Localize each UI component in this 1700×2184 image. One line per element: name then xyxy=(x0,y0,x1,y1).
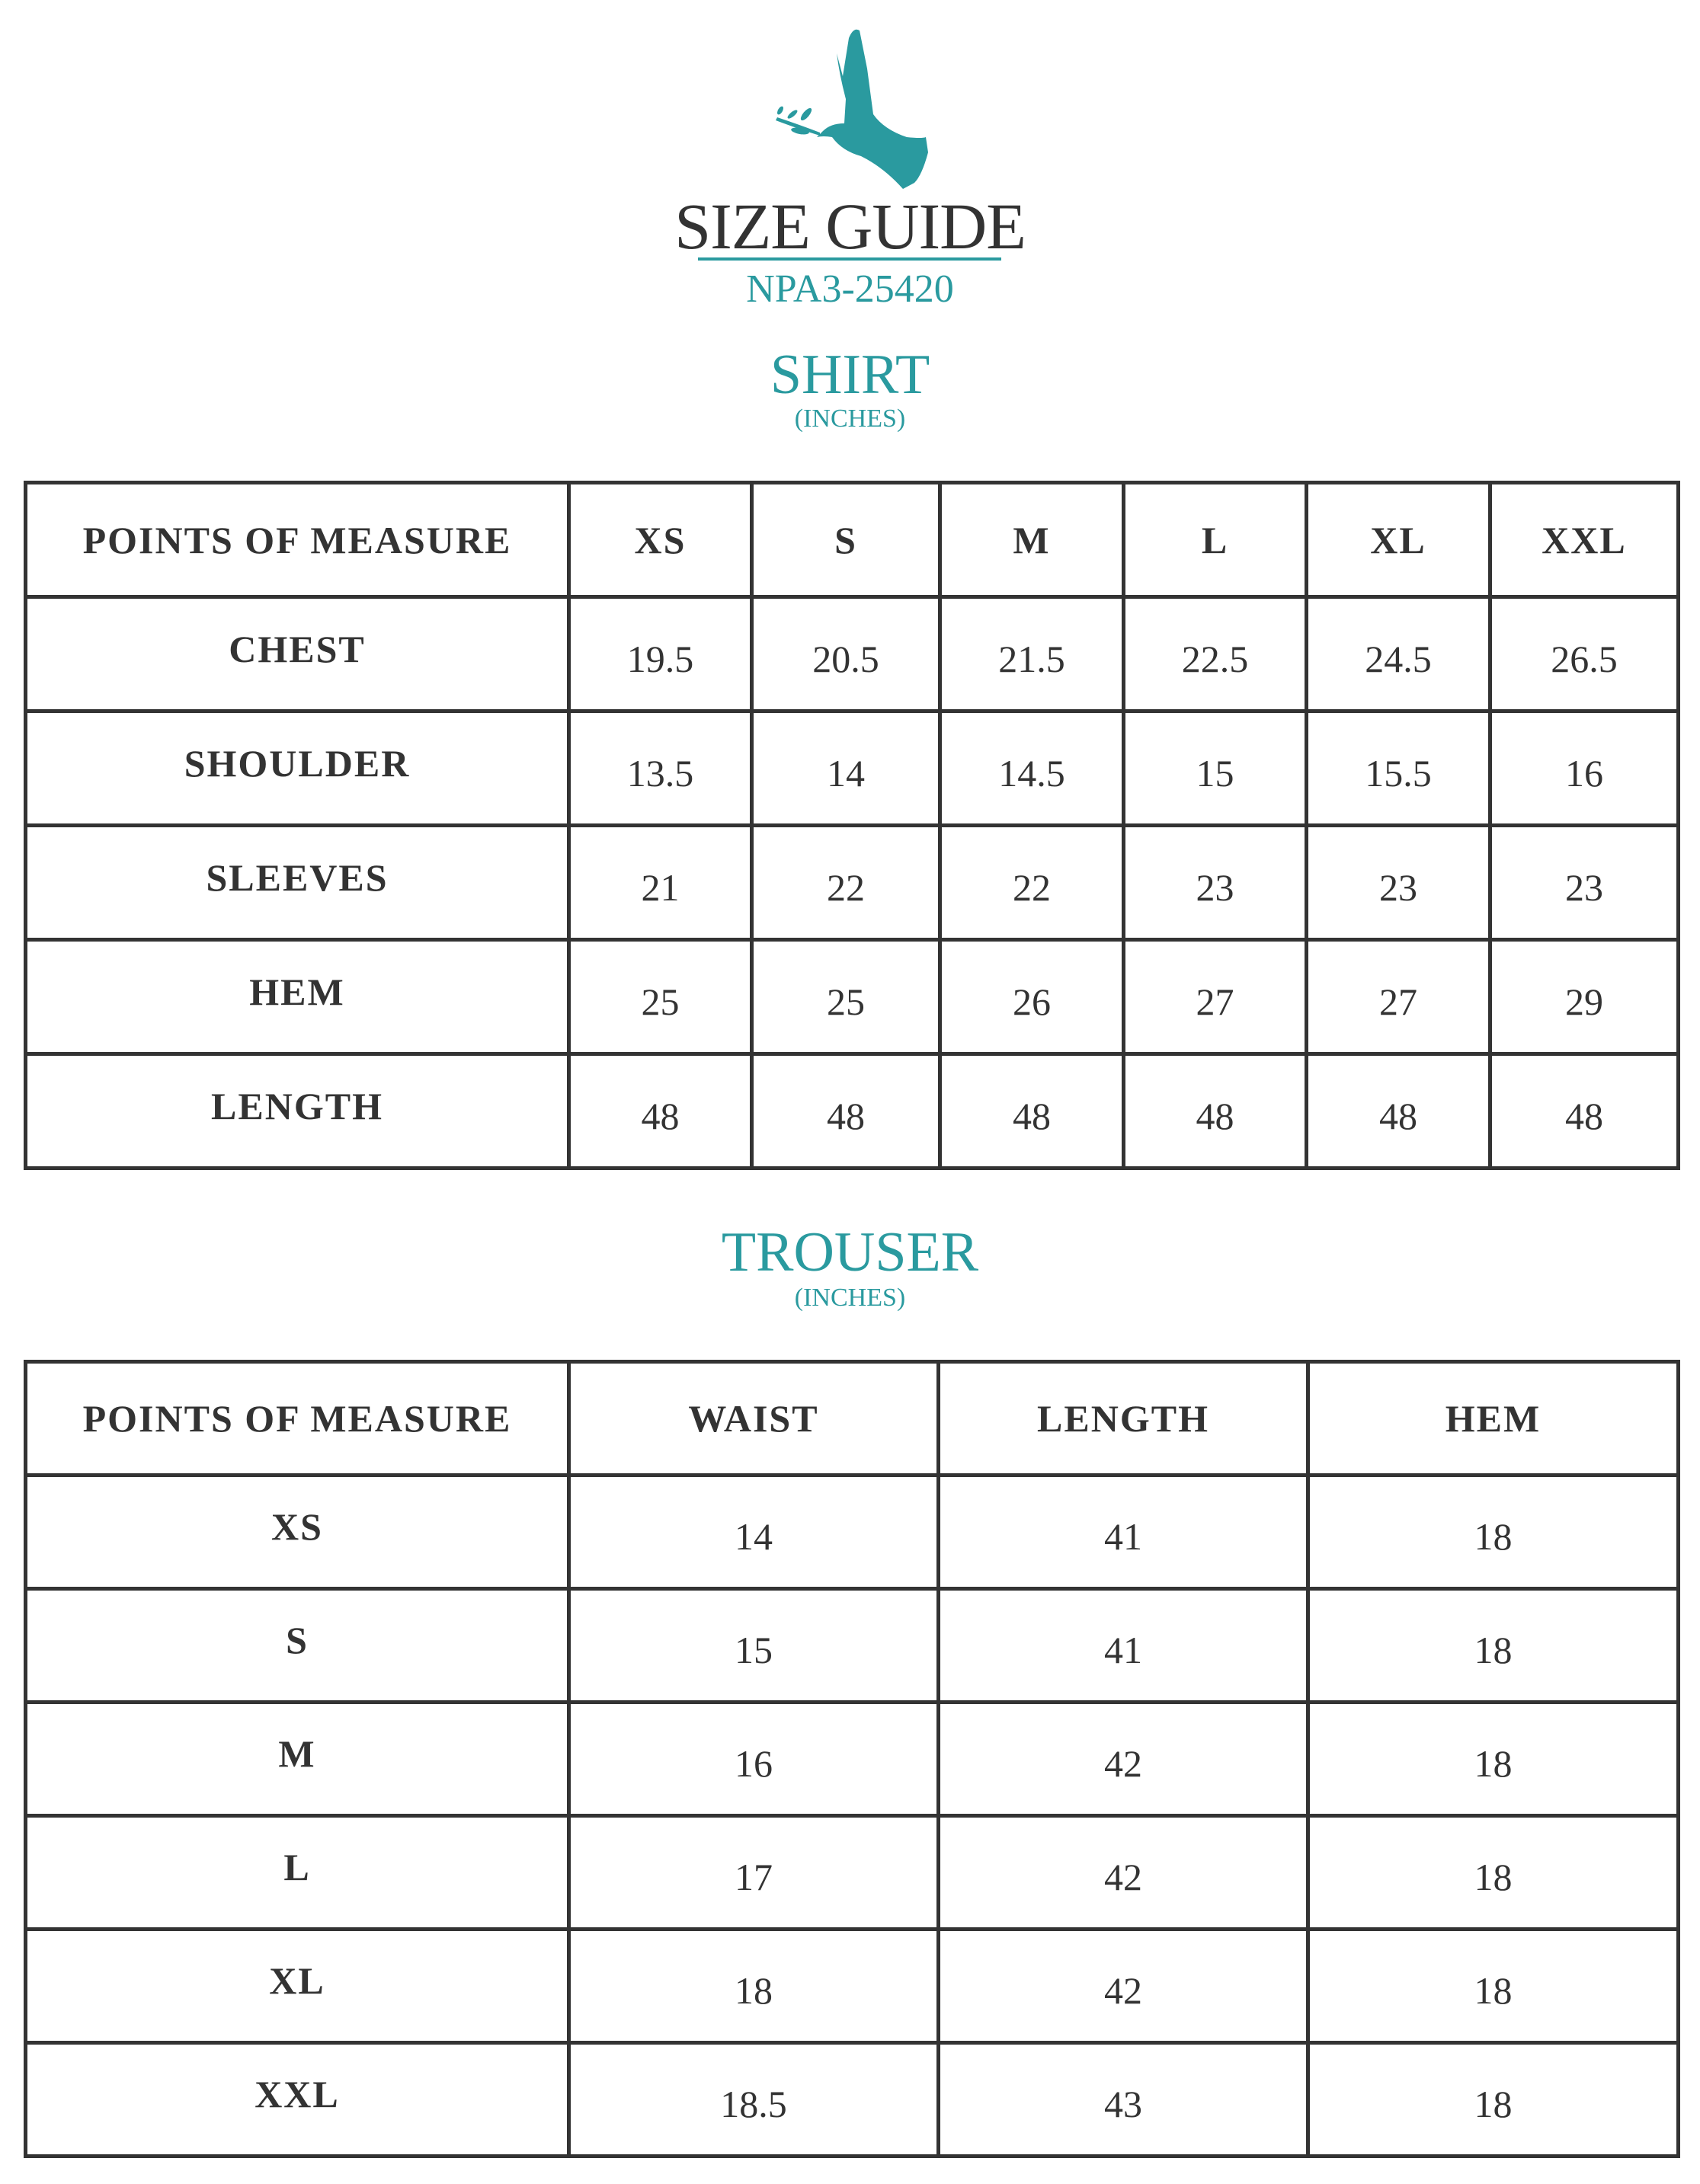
table-row: HEM 25 25 26 27 27 29 xyxy=(24,938,1680,1056)
trouser-section-title: TROUSER xyxy=(721,1221,979,1284)
table-cell: 26 xyxy=(938,938,1125,1056)
row-label: SLEEVES xyxy=(24,823,571,942)
row-label: S xyxy=(24,1587,571,1704)
row-label: XL xyxy=(24,1927,571,2045)
table-cell: 27 xyxy=(1305,938,1492,1056)
table-cell: 19.5 xyxy=(567,595,754,713)
table-row: L 17 42 18 xyxy=(24,1814,1680,1931)
table-cell: 25 xyxy=(567,938,754,1056)
table-cell: 18 xyxy=(1306,1473,1680,1591)
table-cell: 18 xyxy=(1306,1814,1680,1931)
column-header: L xyxy=(1122,481,1308,599)
column-header: S xyxy=(750,481,942,599)
table-cell: 14.5 xyxy=(938,709,1125,827)
column-header: M xyxy=(938,481,1125,599)
table-row: SLEEVES 21 22 22 23 23 23 xyxy=(24,823,1680,942)
table-cell: 15 xyxy=(1122,709,1308,827)
table-cell: 15 xyxy=(567,1587,940,1704)
table-cell: 43 xyxy=(936,2041,1310,2158)
table-row: CHEST 19.5 20.5 21.5 22.5 24.5 26.5 xyxy=(24,595,1680,713)
table-header-row: POINTS OF MEASURE XS S M L XL XXL xyxy=(24,481,1680,599)
table-cell: 48 xyxy=(1488,1052,1680,1170)
table-cell: 18 xyxy=(1306,1927,1680,2045)
title-divider xyxy=(698,257,1001,261)
table-row: XL 18 42 18 xyxy=(24,1927,1680,2045)
product-code: NPA3-25420 xyxy=(746,267,954,311)
row-label: XXL xyxy=(24,2041,571,2158)
table-cell: 18.5 xyxy=(567,2041,940,2158)
table-cell: 42 xyxy=(936,1700,1310,1818)
table-cell: 17 xyxy=(567,1814,940,1931)
table-row: S 15 41 18 xyxy=(24,1587,1680,1704)
shirt-size-table: POINTS OF MEASURE XS S M L XL XXL CHEST 1… xyxy=(24,481,1680,1170)
table-cell: 26.5 xyxy=(1488,595,1680,713)
column-header: LENGTH xyxy=(936,1360,1310,1477)
table-cell: 14 xyxy=(750,709,942,827)
column-header: WAIST xyxy=(567,1360,940,1477)
table-cell: 48 xyxy=(750,1052,942,1170)
table-cell: 13.5 xyxy=(567,709,754,827)
table-cell: 48 xyxy=(1305,1052,1492,1170)
table-cell: 16 xyxy=(567,1700,940,1818)
row-label: LENGTH xyxy=(24,1052,571,1170)
table-cell: 48 xyxy=(938,1052,1125,1170)
row-label: M xyxy=(24,1700,571,1818)
table-cell: 42 xyxy=(936,1814,1310,1931)
table-cell: 18 xyxy=(1306,1587,1680,1704)
table-cell: 22 xyxy=(938,823,1125,942)
page-title: SIZE GUIDE xyxy=(674,190,1026,263)
table-cell: 29 xyxy=(1488,938,1680,1056)
table-cell: 22.5 xyxy=(1122,595,1308,713)
shirt-section-title: SHIRT xyxy=(770,344,930,406)
table-cell: 23 xyxy=(1305,823,1492,942)
table-cell: 25 xyxy=(750,938,942,1056)
table-cell: 16 xyxy=(1488,709,1680,827)
table-cell: 42 xyxy=(936,1927,1310,2045)
table-cell: 23 xyxy=(1122,823,1308,942)
table-cell: 41 xyxy=(936,1587,1310,1704)
table-row: XXL 18.5 43 18 xyxy=(24,2041,1680,2158)
table-cell: 20.5 xyxy=(750,595,942,713)
table-cell: 14 xyxy=(567,1473,940,1591)
column-header: HEM xyxy=(1306,1360,1680,1477)
table-cell: 24.5 xyxy=(1305,595,1492,713)
table-cell: 18 xyxy=(1306,1700,1680,1818)
table-cell: 21.5 xyxy=(938,595,1125,713)
shirt-unit-label: (INCHES) xyxy=(794,405,906,433)
trouser-unit-label: (INCHES) xyxy=(794,1284,906,1312)
table-cell: 15.5 xyxy=(1305,709,1492,827)
table-cell: 48 xyxy=(567,1052,754,1170)
column-header: XL xyxy=(1305,481,1492,599)
table-row: LENGTH 48 48 48 48 48 48 xyxy=(24,1052,1680,1170)
column-header: XXL xyxy=(1488,481,1680,599)
table-row: SHOULDER 13.5 14 14.5 15 15.5 16 xyxy=(24,709,1680,827)
column-header: POINTS OF MEASURE xyxy=(24,1360,571,1477)
row-label: CHEST xyxy=(24,595,571,713)
trouser-size-table: POINTS OF MEASURE WAIST LENGTH HEM XS 14 4… xyxy=(24,1360,1680,2158)
table-row: XS 14 41 18 xyxy=(24,1473,1680,1591)
table-cell: 23 xyxy=(1488,823,1680,942)
dove-logo-icon xyxy=(776,29,928,189)
table-cell: 21 xyxy=(567,823,754,942)
row-label: SHOULDER xyxy=(24,709,571,827)
row-label: L xyxy=(24,1814,571,1931)
column-header: XS xyxy=(567,481,754,599)
row-label: HEM xyxy=(24,938,571,1056)
table-row: M 16 42 18 xyxy=(24,1700,1680,1818)
table-cell: 27 xyxy=(1122,938,1308,1056)
table-cell: 18 xyxy=(567,1927,940,2045)
table-cell: 22 xyxy=(750,823,942,942)
table-header-row: POINTS OF MEASURE WAIST LENGTH HEM xyxy=(24,1360,1680,1477)
table-cell: 18 xyxy=(1306,2041,1680,2158)
column-header: POINTS OF MEASURE xyxy=(24,481,571,599)
table-cell: 48 xyxy=(1122,1052,1308,1170)
table-cell: 41 xyxy=(936,1473,1310,1591)
row-label: XS xyxy=(24,1473,571,1591)
